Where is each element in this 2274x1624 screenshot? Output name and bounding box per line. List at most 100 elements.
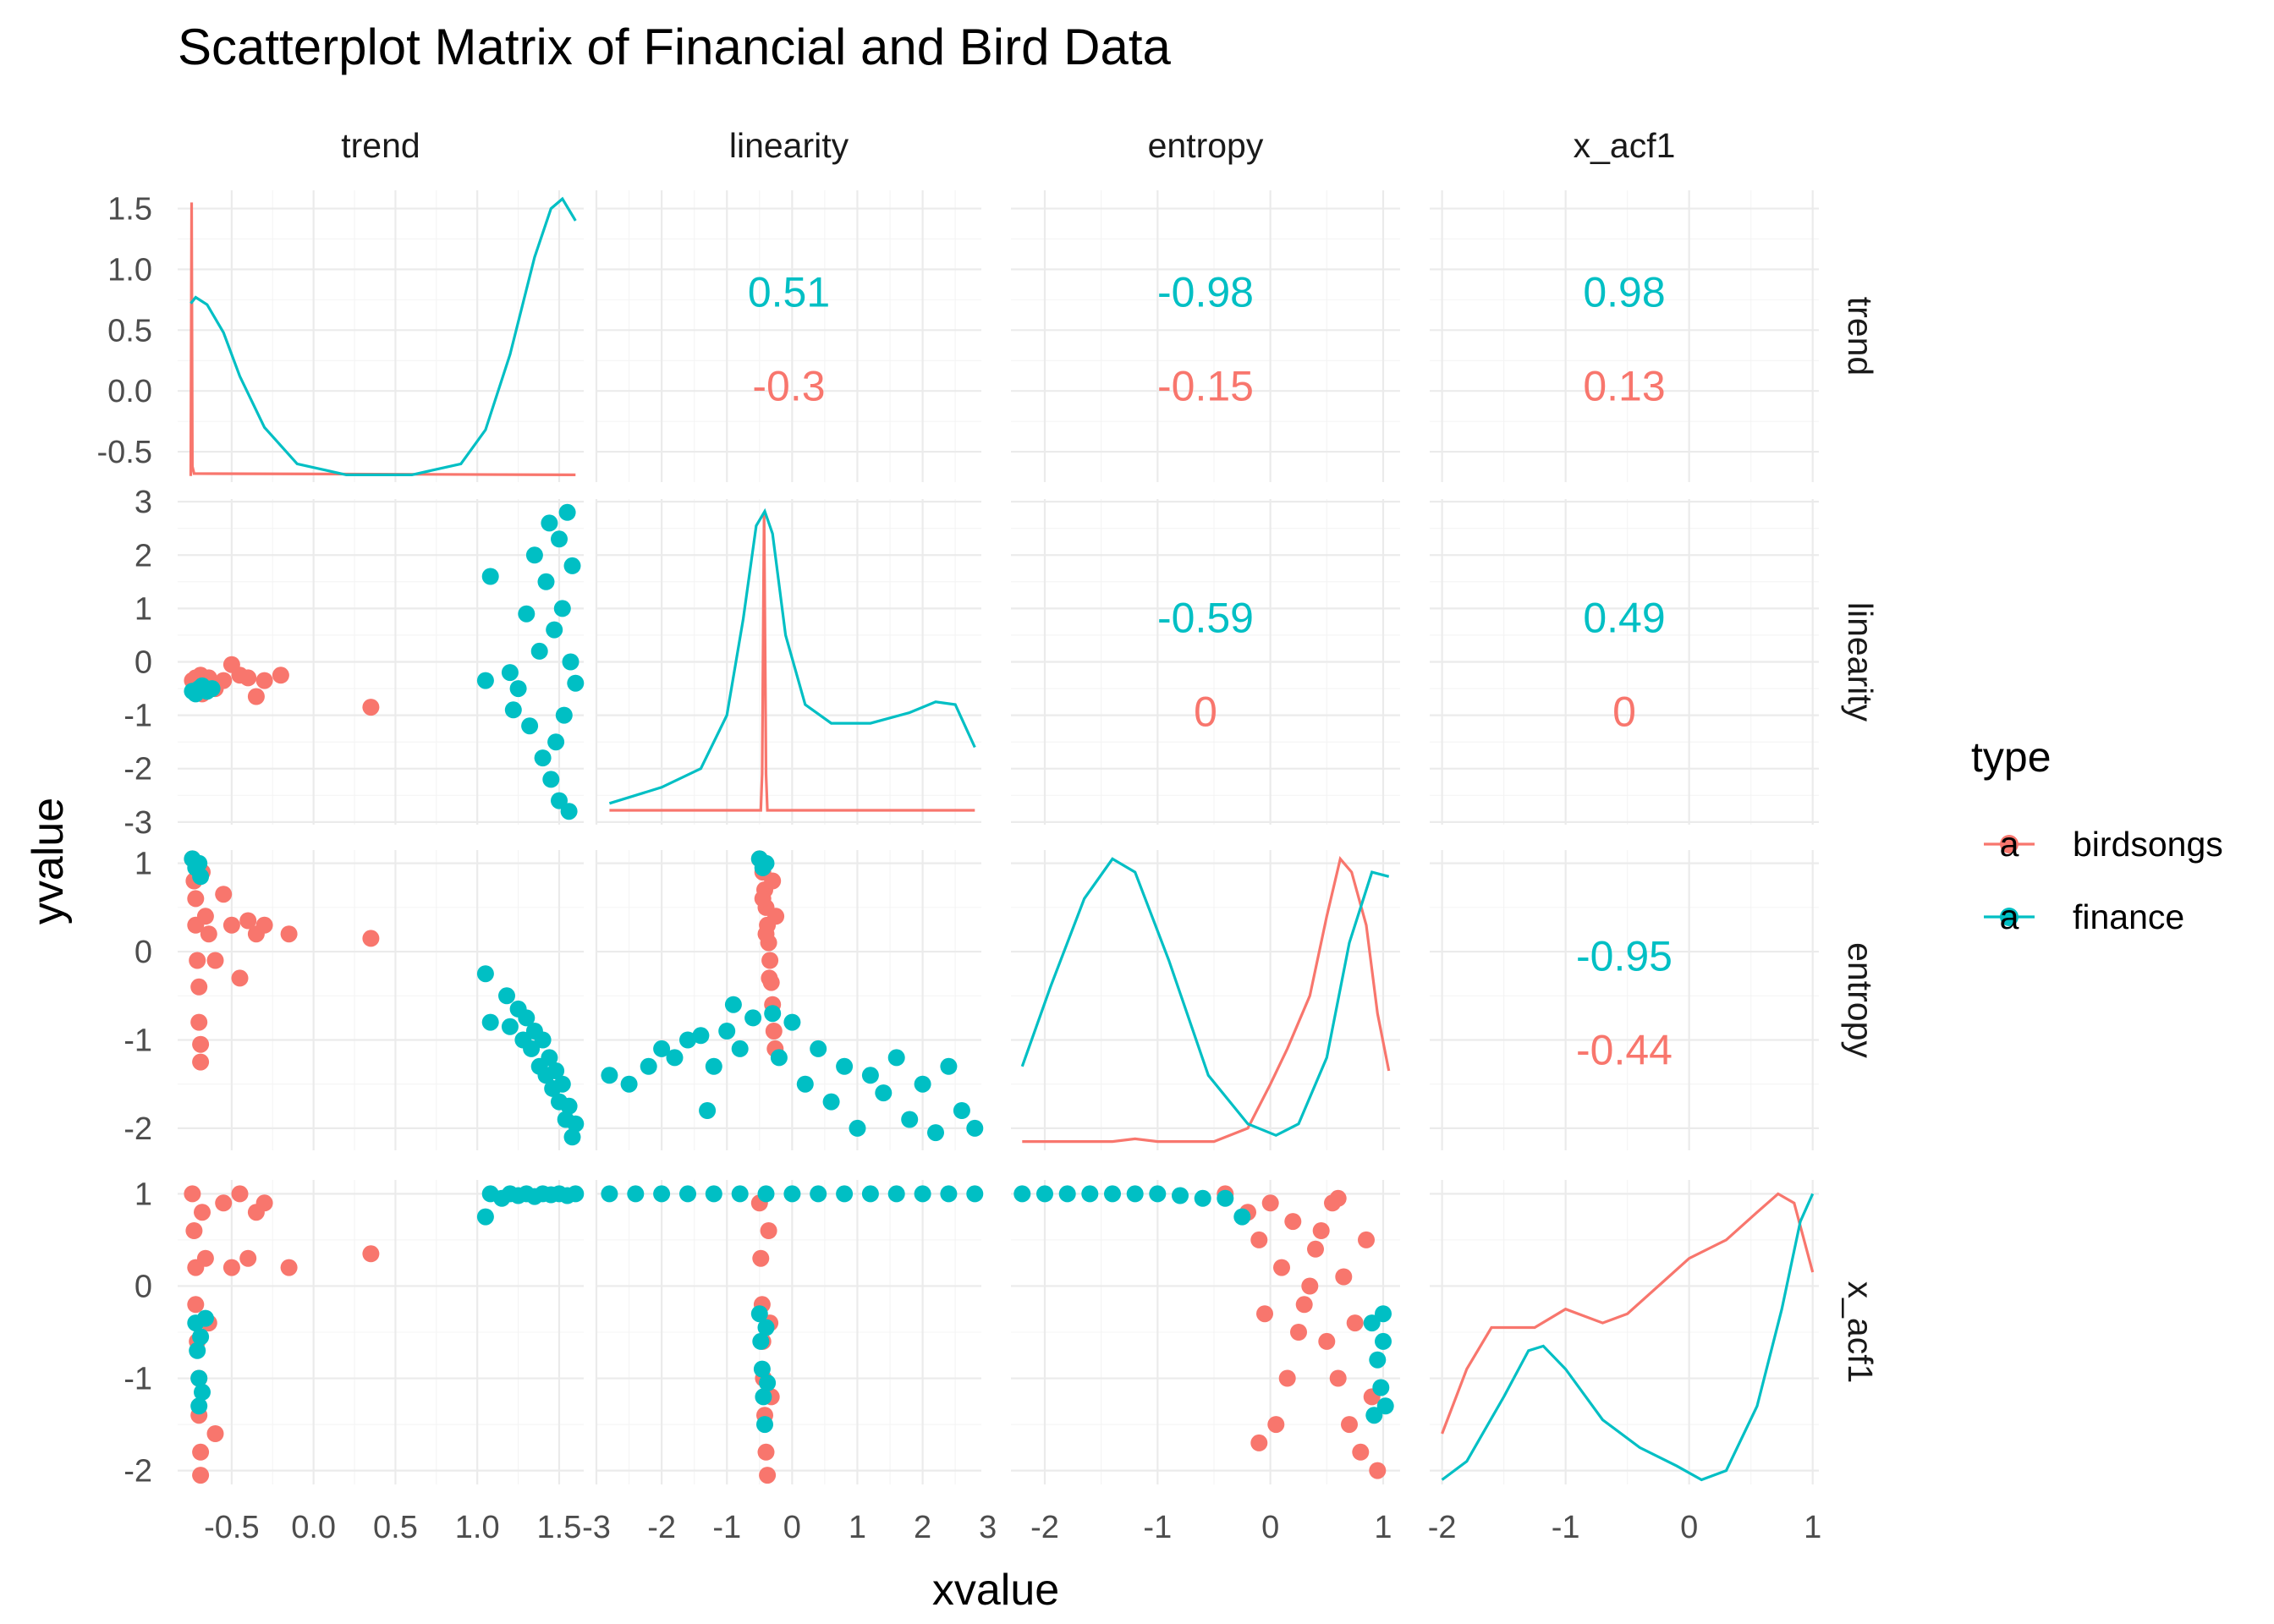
x-tick-x_acf1-1: -1 [1552,1510,1580,1545]
legend-item-birdsongs: a birdsongs [1984,825,2223,864]
point-x_acf1-entropy-birdsongs-24 [1329,1189,1347,1207]
point-x_acf1-linearity-finance-10 [861,1185,879,1203]
strip-right-x_acf1: x_acf1 [1841,1281,1880,1384]
x-tick-linearity-5: 2 [914,1510,931,1545]
x-tick-linearity-2: -1 [712,1510,741,1545]
point-x_acf1-trend-birdsongs-12 [206,1425,224,1442]
point-entropy-linearity-birdsongs-15 [767,908,785,925]
point-entropy-linearity-finance-9 [718,1023,736,1040]
x-tick-linearity-1: -2 [647,1510,676,1545]
point-x_acf1-trend-finance-2 [190,1369,208,1387]
point-entropy-linearity-finance-20 [810,1040,827,1057]
point-x_acf1-linearity-finance-17 [753,1360,771,1378]
corr-trend-x_acf1-finance: 0.98 [1583,269,1665,316]
point-x_acf1-entropy-birdsongs-23 [1312,1222,1330,1239]
point-x_acf1-trend-birdsongs-15 [231,1185,249,1203]
point-entropy-linearity-birdsongs-13 [761,969,778,987]
point-x_acf1-entropy-birdsongs-10 [1329,1369,1347,1387]
point-x_acf1-trend-birdsongs-14 [222,1259,240,1276]
point-x_acf1-entropy-finance-6 [1149,1185,1167,1203]
point-entropy-trend-birdsongs-10 [196,908,214,925]
point-entropy-trend-birdsongs-12 [206,952,224,969]
point-entropy-trend-birdsongs-16 [239,912,257,930]
y-axis-label: yvalue [24,798,73,924]
point-x_acf1-entropy-finance-9 [1217,1189,1234,1207]
y-tick-x_acf1-3: 1 [135,1177,152,1212]
point-linearity-trend-finance-25 [558,503,576,521]
legend-glyph-finance: a [2000,897,2019,936]
panel-x_acf1-vs-linearity [595,1180,984,1484]
x-axis-label: xvalue [932,1566,1059,1615]
panel-trend-vs-trend [178,190,584,482]
point-x_acf1-entropy-birdsongs-13 [1346,1314,1364,1332]
y-tick-linearity-1: -2 [124,752,152,787]
point-x_acf1-linearity-finance-18 [755,1388,772,1406]
point-x_acf1-linearity-finance-0 [601,1185,618,1203]
panel-trend-vs-x_acf1: 0.98 0.13 [1430,190,1819,482]
density-x_acf1-birdsongs [1441,1192,1815,1435]
point-x_acf1-entropy-finance-3 [1081,1185,1099,1203]
point-x_acf1-linearity-birdsongs-6 [757,1443,775,1461]
corr-entropy-x_acf1-birdsongs: -0.44 [1576,1027,1673,1074]
point-x_acf1-linearity-birdsongs-1 [752,1249,770,1267]
point-x_acf1-entropy-birdsongs-21 [1290,1324,1307,1341]
point-entropy-linearity-finance-25 [875,1084,893,1102]
panel-linearity-vs-trend [178,499,585,825]
chart-title: Scatterplot Matrix of Financial and Bird… [178,19,1171,75]
point-entropy-linearity-finance-19 [796,1075,814,1093]
density-entropy-birdsongs [1022,855,1391,1144]
x-tick-linearity-0: -3 [582,1510,611,1545]
x-tick-entropy-3: 1 [1374,1510,1392,1545]
legend: type a birdsongs a finance [1971,733,2223,936]
point-entropy-linearity-finance-30 [940,1057,958,1075]
point-x_acf1-trend-finance-6 [196,1309,214,1327]
point-x_acf1-trend-birdsongs-3 [187,1296,205,1314]
point-x_acf1-entropy-finance-11 [1363,1314,1381,1332]
point-x_acf1-trend-finance-5 [194,1383,211,1401]
point-entropy-trend-birdsongs-15 [231,969,249,987]
point-entropy-trend-finance-16 [541,1049,558,1067]
point-x_acf1-trend-birdsongs-19 [280,1259,298,1276]
y-tick-trend-3: 1.0 [107,252,152,288]
point-x_acf1-linearity-finance-5 [731,1185,749,1203]
point-entropy-trend-finance-18 [547,1062,565,1079]
point-linearity-trend-finance-20 [547,733,565,751]
legend-title: type [1971,733,2052,781]
point-entropy-linearity-finance-0 [601,1067,618,1084]
point-entropy-linearity-finance-26 [887,1049,905,1067]
point-entropy-trend-birdsongs-2 [187,890,205,908]
point-x_acf1-trend-finance-18 [567,1185,585,1203]
panel-entropy-vs-linearity [595,850,984,1150]
point-x_acf1-trend-finance-1 [189,1341,206,1359]
point-linearity-trend-finance-5 [203,680,221,698]
x-tick-trend-0: -0.5 [204,1510,259,1545]
density-x_acf1-finance [1441,1193,1815,1482]
point-entropy-trend-birdsongs-5 [190,978,208,996]
point-x_acf1-linearity-finance-20 [757,1319,775,1336]
legend-item-finance: a finance [1984,897,2184,936]
corr-trend-linearity-birdsongs: -0.3 [752,363,825,410]
point-x_acf1-entropy-finance-5 [1126,1185,1144,1203]
point-entropy-linearity-finance-22 [836,1057,854,1075]
point-linearity-trend-birdsongs-15 [247,688,265,705]
point-entropy-trend-finance-10 [518,1009,536,1027]
point-entropy-trend-birdsongs-18 [255,916,273,934]
y-tick-entropy-0: -2 [124,1111,152,1147]
point-linearity-trend-finance-10 [509,680,527,698]
point-x_acf1-trend-birdsongs-0 [184,1185,201,1203]
y-tick-trend-4: 1.5 [107,192,152,228]
point-entropy-trend-finance-24 [567,1115,585,1133]
point-x_acf1-entropy-finance-13 [1372,1379,1390,1396]
legend-glyph-birdsongs: a [2000,825,2019,864]
point-entropy-trend-birdsongs-11 [200,925,217,943]
point-linearity-trend-finance-7 [476,672,494,689]
point-x_acf1-linearity-finance-19 [756,1416,773,1434]
point-x_acf1-trend-birdsongs-1 [185,1222,203,1239]
point-x_acf1-trend-birdsongs-13 [215,1194,233,1212]
legend-label-finance: finance [2073,897,2184,936]
point-x_acf1-linearity-birdsongs-8 [760,1222,777,1239]
point-x_acf1-entropy-birdsongs-25 [1256,1305,1273,1323]
point-x_acf1-linearity-finance-13 [940,1185,958,1203]
point-entropy-linearity-finance-11 [731,1040,749,1057]
point-entropy-trend-birdsongs-7 [192,1035,210,1053]
